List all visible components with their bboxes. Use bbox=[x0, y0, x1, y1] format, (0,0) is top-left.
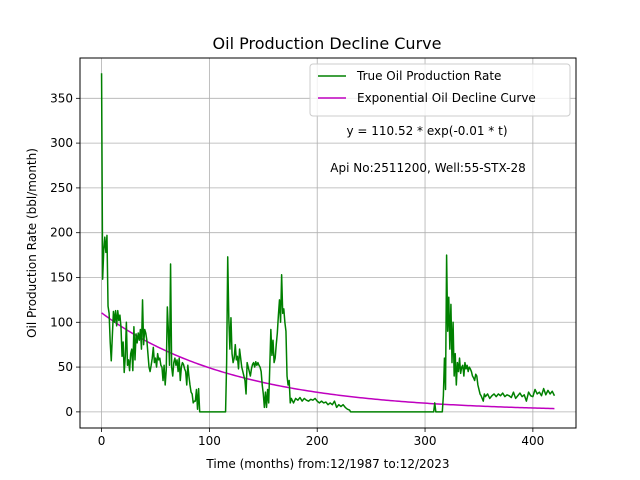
x-axis: 0 100 200 300 400 bbox=[98, 428, 544, 448]
x-axis-label: Time (months) from:12/1987 to:12/2023 bbox=[205, 457, 449, 471]
y-tick-label: 300 bbox=[50, 136, 73, 150]
legend-box bbox=[309, 63, 571, 117]
x-tick-label: 200 bbox=[306, 434, 329, 448]
legend-label-exponential: Exponential Oil Decline Curve bbox=[357, 91, 536, 105]
y-tick-label: 50 bbox=[58, 360, 73, 374]
legend: True Oil Production Rate Exponential Oil… bbox=[309, 63, 571, 117]
plot-frame bbox=[79, 57, 577, 429]
exponential-decline-line bbox=[101, 312, 555, 410]
y-tick-label: 350 bbox=[50, 91, 73, 105]
plot-area bbox=[100, 73, 556, 413]
y-tick-label: 100 bbox=[50, 315, 73, 329]
y-axis-label: Oil Production Rate (bbl/month) bbox=[25, 148, 39, 338]
legend-label-true-production: True Oil Production Rate bbox=[356, 69, 501, 83]
y-tick-label: 150 bbox=[50, 270, 73, 284]
x-tick-label: 0 bbox=[98, 434, 106, 448]
x-tick-label: 100 bbox=[198, 434, 221, 448]
y-axis: 0 50 100 150 200 250 300 350 bbox=[50, 91, 80, 419]
x-tick-label: 400 bbox=[521, 434, 544, 448]
y-tick-label: 0 bbox=[65, 405, 73, 419]
chart-title: Oil Production Decline Curve bbox=[213, 34, 442, 53]
true-production-line bbox=[100, 73, 556, 413]
x-tick-label: 300 bbox=[414, 434, 437, 448]
equation-annotation: y = 110.52 * exp(-0.01 * t) bbox=[346, 124, 507, 138]
y-tick-label: 200 bbox=[50, 226, 73, 240]
y-tick-label: 250 bbox=[50, 181, 73, 195]
well-annotation: Api No:2511200, Well:55-STX-28 bbox=[330, 161, 525, 175]
